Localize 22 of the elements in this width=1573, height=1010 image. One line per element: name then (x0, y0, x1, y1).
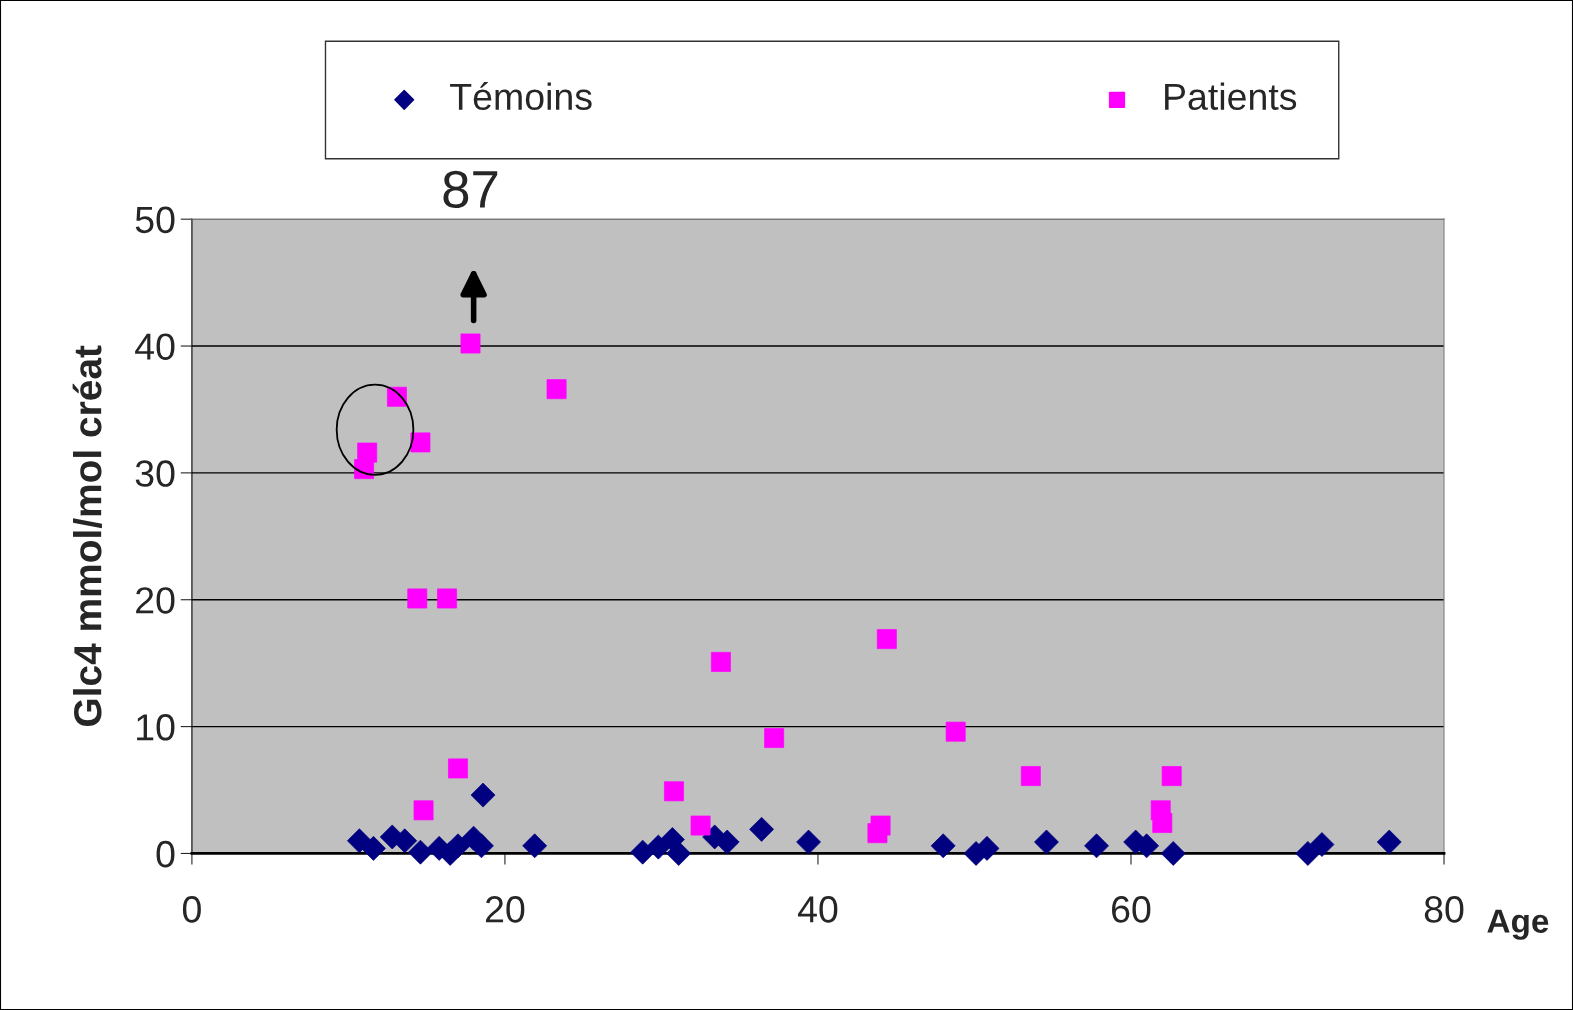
x-tick-label: 80 (1424, 896, 1464, 923)
y-tick-label: 0 (156, 840, 175, 868)
y-tick-label: 50 (135, 206, 175, 234)
legend-label: Témoins (450, 82, 592, 111)
point (1084, 833, 1109, 859)
point (361, 836, 386, 861)
x-tick-label: 20 (485, 896, 525, 923)
y-tick-label: 30 (135, 460, 175, 487)
y-tick-label: 40 (135, 333, 175, 360)
point (796, 829, 821, 855)
point (1309, 832, 1335, 857)
annotation: 87 (443, 170, 498, 209)
x-tick-label: 60 (1112, 896, 1151, 923)
y-axis-title: Glc4 mmol/mol créat (72, 345, 102, 726)
x-tick-label: 0 (182, 896, 201, 923)
x-tick-label: 40 (797, 896, 838, 923)
point (469, 833, 494, 859)
legend-label: Patients (1165, 82, 1297, 111)
x-axis-title: Age (1487, 909, 1549, 940)
point (1160, 841, 1186, 866)
y-tick-label: 20 (136, 587, 175, 614)
y-tick-label: 10 (137, 714, 175, 741)
